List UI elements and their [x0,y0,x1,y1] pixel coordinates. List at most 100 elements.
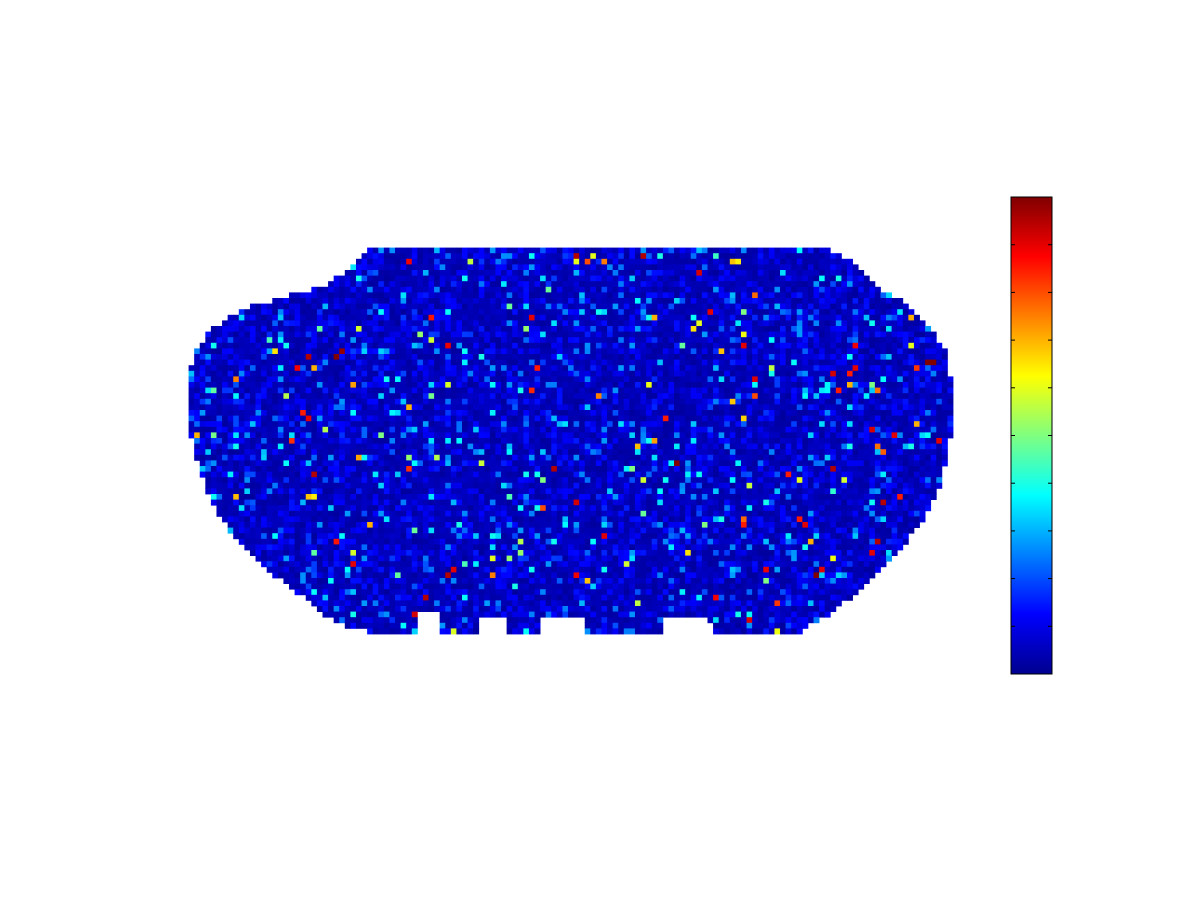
heatmap-cell [445,270,452,276]
heatmap-cell [595,415,602,422]
heatmap-cell [322,314,329,321]
heatmap-cell [216,326,223,332]
heatmap-cell [305,292,312,299]
heatmap-cell [389,449,396,456]
heatmap-cell [830,292,837,299]
heatmap-cell [646,421,653,428]
heatmap-cell [372,270,379,276]
heatmap-cell [289,370,295,377]
heatmap-cell [344,460,351,467]
heatmap-cell [807,415,814,422]
heatmap-cell [902,449,909,456]
heatmap-cell [434,275,441,282]
heatmap-cell [774,438,781,444]
heatmap-cell [506,460,513,467]
heatmap-cell [272,432,279,439]
heatmap-cell [210,404,217,411]
heatmap-cell [439,365,446,372]
heatmap-cell [517,337,524,344]
heatmap-cell [785,415,792,422]
heatmap-cell [813,382,820,388]
heatmap-cell [540,387,547,394]
heatmap-cell [785,320,792,327]
heatmap-cell [858,359,865,366]
heatmap-cell [746,320,753,327]
heatmap-cell [395,432,402,439]
heatmap-cell [484,421,491,428]
heatmap-cell [830,426,837,433]
heatmap-cell [328,454,335,461]
heatmap-cell [506,253,513,260]
heatmap-cell [378,253,385,260]
heatmap-cell [355,438,362,444]
heatmap-cell [255,404,262,411]
heatmap-cell [512,359,519,366]
heatmap-cell [863,460,870,467]
heatmap-cell [590,264,597,271]
heatmap-cell [478,275,485,282]
heatmap-cell [869,331,876,338]
heatmap-cell [289,298,295,304]
heatmap-cell [383,421,390,428]
heatmap-cell [406,359,413,366]
heatmap-cell [724,404,731,411]
heatmap-cell [858,298,865,304]
heatmap-cell [395,382,402,388]
heatmap-cell [919,398,926,405]
heatmap-cell [417,398,424,405]
heatmap-cell [316,342,323,349]
heatmap-cell [188,376,195,383]
heatmap-cell [562,454,569,461]
heatmap-cell [908,354,915,360]
heatmap-cell [841,275,848,282]
heatmap-cell [523,398,530,405]
heatmap-cell [283,354,290,360]
heatmap-cell [668,365,675,372]
heatmap-cell [668,398,675,405]
heatmap-cell [372,247,379,254]
heatmap-cell [802,331,809,338]
heatmap-cell [389,314,396,321]
heatmap-cell [724,460,731,467]
heatmap-cell [523,404,530,411]
heatmap-cell [210,460,217,467]
heatmap-cell [841,359,848,366]
heatmap-cell [389,348,396,355]
heatmap-cell [556,398,563,405]
heatmap-cell [852,426,859,433]
heatmap-cell [372,337,379,344]
heatmap-cell [222,466,229,472]
heatmap-cell [835,292,842,299]
heatmap-cell [662,426,669,433]
heatmap-cell [450,359,457,366]
heatmap-cell [545,449,552,456]
heatmap-cell [266,376,273,383]
heatmap-cell [835,281,842,288]
heatmap-cell [740,292,747,299]
heatmap-cell [925,421,932,428]
heatmap-cell [439,398,446,405]
heatmap-cell [227,331,234,338]
heatmap-cell [584,337,591,344]
heatmap-cell [651,376,658,383]
heatmap-cell [646,432,653,439]
heatmap-cell [484,342,491,349]
heatmap-cell [501,303,508,310]
heatmap-cell [724,370,731,377]
heatmap-cell [540,415,547,422]
heatmap-cell [796,292,803,299]
heatmap-cell [339,320,346,327]
heatmap-cell [456,382,463,388]
heatmap-cell [919,460,926,467]
heatmap-cell [540,247,547,254]
heatmap-cell [634,443,641,450]
heatmap-cell [383,365,390,372]
heatmap-cell [657,331,664,338]
heatmap-cell [662,466,669,472]
heatmap-cell [830,354,837,360]
heatmap-cell [629,264,636,271]
heatmap-cell [740,421,747,428]
heatmap-cell [328,460,335,467]
heatmap-cell [618,320,625,327]
heatmap-cell [897,410,904,416]
